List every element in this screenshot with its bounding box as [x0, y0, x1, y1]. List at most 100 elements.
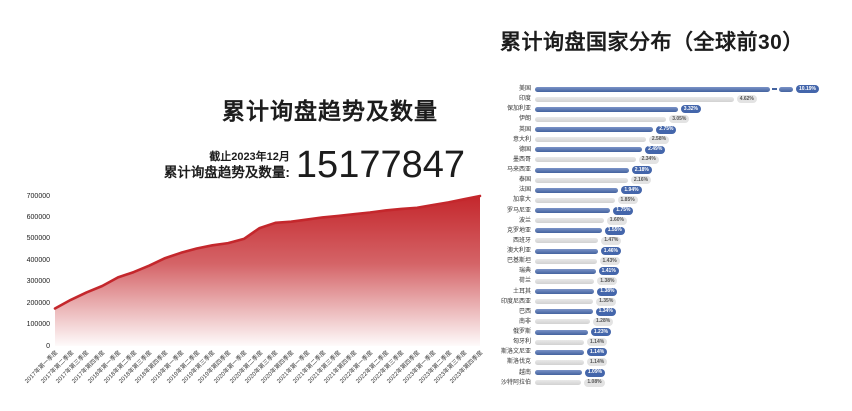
bar	[535, 258, 597, 264]
bar	[535, 299, 594, 305]
country-label: 澳大利亚	[506, 248, 531, 255]
bar	[535, 167, 629, 173]
country-bar-row: 匈牙利 1.14%	[495, 337, 851, 347]
country-label: 克罗地亚	[506, 227, 531, 234]
country-label: 越南	[518, 369, 531, 376]
as-of-label: 截止2023年12月	[209, 150, 290, 163]
country-label: 南非	[518, 318, 531, 325]
country-bar-row: 波兰 1.60%	[495, 216, 851, 226]
country-bar-row: 马来西亚 2.18%	[495, 165, 851, 175]
country-label: 墨西哥	[512, 156, 531, 163]
bar-value-badge: 3.05%	[669, 115, 690, 124]
country-label: 印度	[518, 96, 531, 103]
axis-break-gap	[770, 87, 779, 92]
bar-value-badge: 2.49%	[645, 145, 666, 154]
country-label: 泰国	[518, 177, 531, 184]
bar-value-badge: 1.35%	[596, 297, 617, 306]
country-bar-row: 土耳其 1.38%	[495, 287, 851, 297]
bar-value-badge: 10.19%	[796, 85, 819, 94]
country-label: 伊朗	[518, 116, 531, 123]
country-bar-row: 罗马尼亚 1.75%	[495, 206, 851, 216]
country-bar-row: 俄罗斯 1.23%	[495, 327, 851, 337]
bar	[535, 248, 598, 254]
country-bar-row: 加拿大 1.85%	[495, 195, 851, 205]
country-bar-row: 美国 10.19%	[495, 84, 851, 94]
country-label: 加拿大	[512, 197, 531, 204]
country-label: 印度尼西亚	[500, 298, 531, 305]
country-bar-row: 越南 1.09%	[495, 368, 851, 378]
y-tick-label: 500000	[26, 235, 50, 243]
bar	[535, 177, 628, 183]
bar	[535, 147, 643, 153]
country-label: 保加利亚	[506, 106, 531, 113]
bar-value-badge: 1.14%	[587, 348, 608, 357]
country-label: 斯洛文尼亚	[500, 349, 531, 356]
country-label: 沙特阿拉伯	[500, 379, 531, 386]
country-label: 英国	[518, 126, 531, 133]
bar	[535, 289, 595, 295]
bar	[535, 208, 611, 214]
bar	[535, 187, 619, 193]
bar	[535, 359, 584, 365]
bar	[535, 309, 593, 315]
country-label: 巴基斯坦	[506, 258, 531, 265]
bar	[535, 349, 584, 355]
bar	[535, 238, 599, 244]
country-bar-row: 巴基斯坦 1.43%	[495, 256, 851, 266]
bar	[535, 319, 590, 325]
country-label: 法国	[518, 187, 531, 194]
y-tick-label: 200000	[26, 299, 50, 307]
country-label: 波兰	[518, 217, 531, 224]
country-bar-row: 西班牙 1.47%	[495, 236, 851, 246]
y-tick-label: 300000	[26, 278, 50, 286]
y-tick-label: 400000	[26, 256, 50, 264]
bar-value-badge: 1.46%	[600, 247, 621, 256]
country-label: 荷兰	[518, 278, 531, 285]
total-stats: 截止2023年12月 累计询盘趋势及数量: 15177847	[140, 144, 465, 187]
bar	[535, 96, 734, 102]
area-top-line	[53, 194, 482, 310]
country-label: 土耳其	[512, 288, 531, 295]
country-bar-row: 荷兰 1.38%	[495, 276, 851, 286]
bar-value-badge: 1.60%	[606, 216, 627, 225]
country-bar-row: 斯洛伐克 1.14%	[495, 357, 851, 367]
trend-chart-title: 累计询盘趋势及数量	[222, 98, 438, 124]
bar-value-badge: 2.16%	[630, 176, 652, 185]
country-bar-row: 墨西哥 2.34%	[495, 155, 851, 165]
total-stats-labels: 截止2023年12月 累计询盘趋势及数量:	[164, 150, 290, 182]
bar	[535, 127, 654, 133]
area-fill	[55, 196, 480, 346]
y-tick-label: 0	[46, 342, 50, 350]
country-bar-row: 意大利 2.58%	[495, 135, 851, 145]
bar-value-badge: 1.23%	[590, 328, 612, 337]
country-label: 瑞典	[518, 268, 531, 275]
country-label: 斯洛伐克	[506, 359, 531, 366]
y-tick-label: 100000	[26, 321, 50, 329]
bar-value-badge: 1.94%	[621, 186, 642, 195]
bar	[535, 116, 667, 122]
bar-value-badge: 1.34%	[595, 307, 616, 316]
country-label: 罗马尼亚	[506, 207, 531, 214]
bar-value-badge: 2.75%	[656, 125, 677, 134]
bar-value-badge: 3.32%	[680, 105, 701, 114]
bar-value-badge: 2.34%	[638, 155, 659, 164]
country-bar-row: 瑞典 1.41%	[495, 266, 851, 276]
bar	[535, 380, 582, 386]
area-chart	[53, 194, 482, 346]
country-bar-row: 法国 1.94%	[495, 185, 851, 195]
bar-value-badge: 1.47%	[601, 236, 622, 245]
total-label: 累计询盘趋势及数量:	[163, 164, 290, 180]
country-bar-row: 沙特阿拉伯 1.08%	[495, 378, 851, 388]
bar-value-badge: 1.09%	[584, 368, 606, 377]
country-bar-row: 德国 2.49%	[495, 145, 851, 155]
bar	[535, 339, 584, 345]
bar-value-badge: 1.43%	[599, 257, 620, 266]
bar	[535, 106, 678, 112]
country-bar-list: 美国 10.19% 印度 4.62% 保加利亚 3.32% 伊朗 3.05% 英国 2.75% 意大…	[495, 84, 851, 388]
country-bar-row: 英国 2.75%	[495, 125, 851, 135]
country-bar-row: 南非 1.28%	[495, 317, 851, 327]
y-tick-label: 700000	[26, 192, 50, 200]
bar-value-badge: 1.38%	[597, 277, 618, 286]
bar	[535, 228, 602, 234]
